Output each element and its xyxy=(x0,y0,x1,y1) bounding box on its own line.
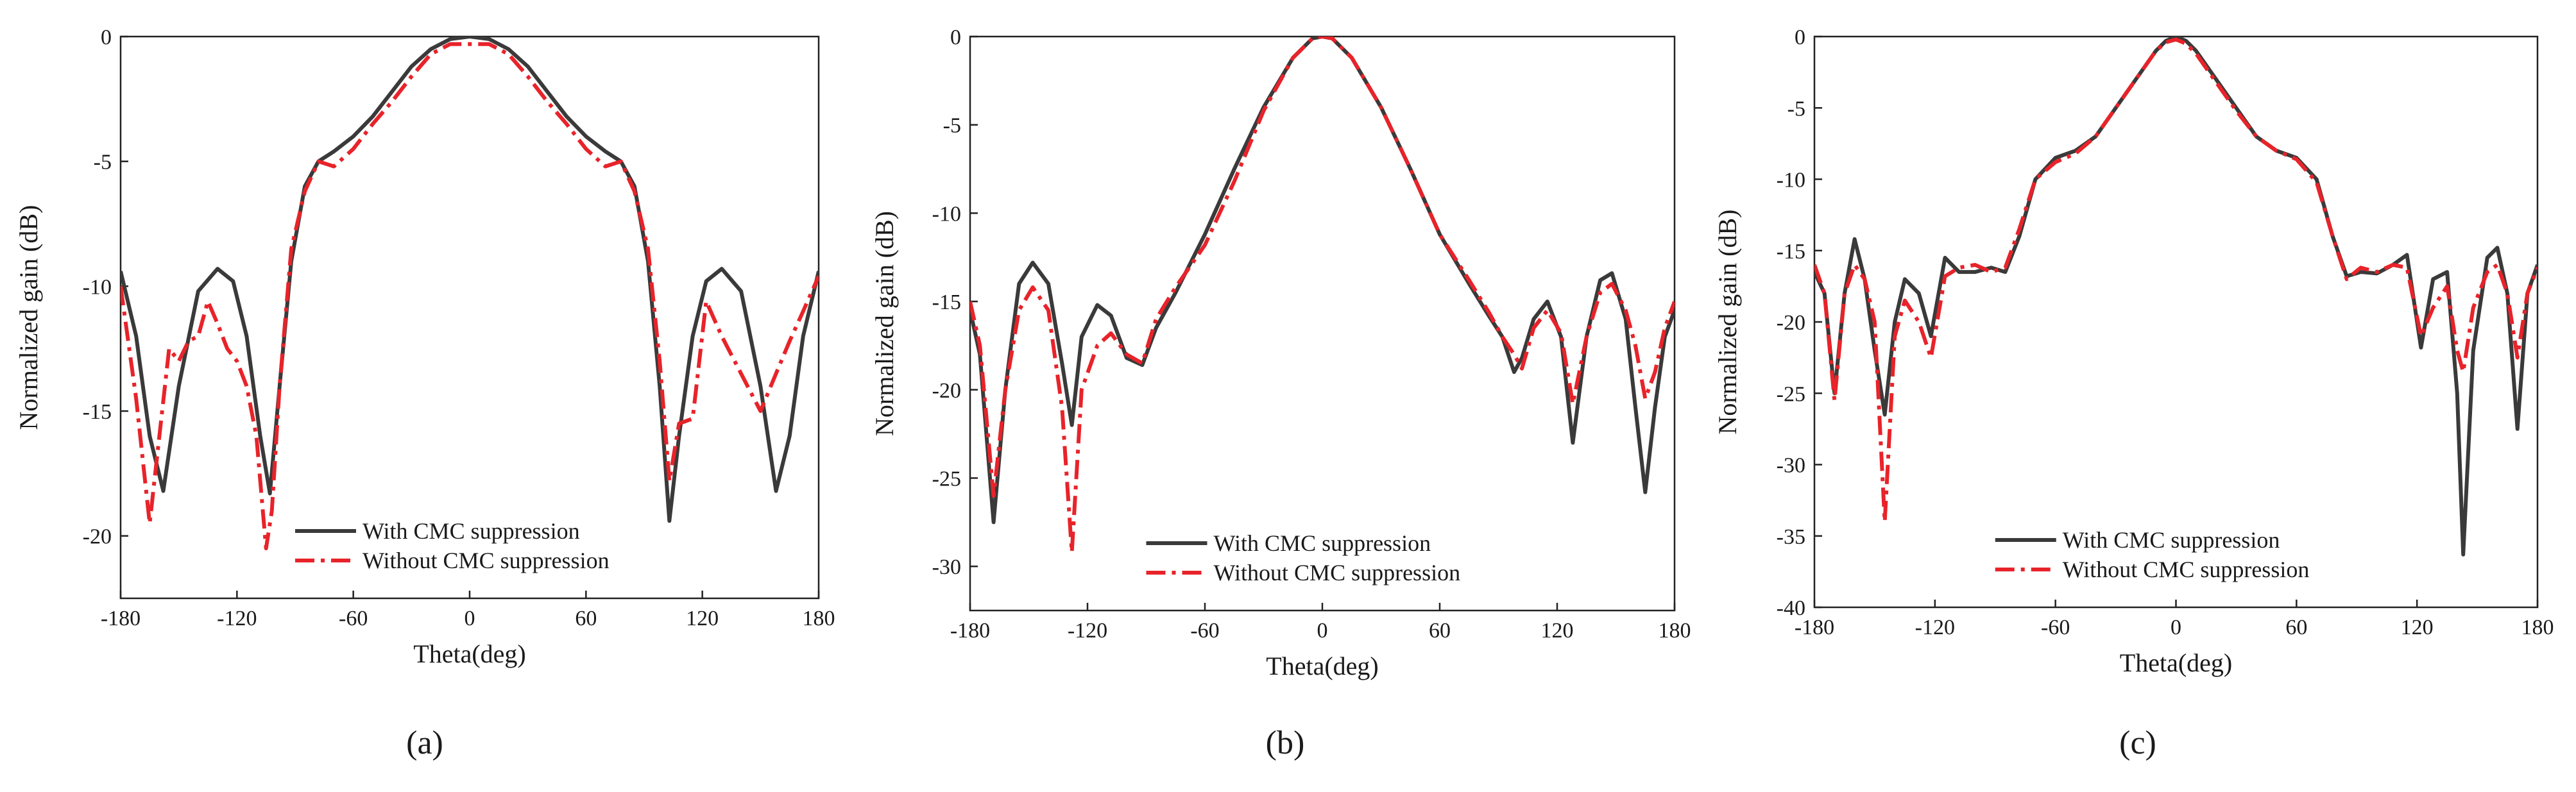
y-tick-label: -15 xyxy=(1777,240,1805,264)
series-line-with-cmc xyxy=(121,37,819,521)
x-tick-label: 180 xyxy=(1659,619,1691,643)
x-tick-label: -180 xyxy=(101,607,141,630)
y-tick-label: 0 xyxy=(101,26,112,49)
x-tick-label: 60 xyxy=(1429,619,1451,643)
x-tick-label: 60 xyxy=(2285,616,2307,639)
y-tick-label: -30 xyxy=(932,555,961,579)
x-tick-label: -120 xyxy=(217,607,257,630)
x-axis-title: Theta(deg) xyxy=(413,639,525,668)
y-axis-title: Normalized gain (dB) xyxy=(1713,210,1742,435)
y-tick-label: -10 xyxy=(83,275,112,299)
y-axis-title: Normalized gain (dB) xyxy=(14,205,43,430)
chart-panel-2: -180 -120 -60 0 60 120 180 0 -5 -10 -15 -20 -25 -30 Th… xyxy=(870,26,1691,761)
series-line-without-cmc xyxy=(121,44,819,548)
x-tick-label: -120 xyxy=(1915,616,1955,639)
y-tick-label: 0 xyxy=(950,26,961,49)
legend-label: With CMC suppression xyxy=(2063,527,2280,553)
series-line-without-cmc xyxy=(970,37,1675,552)
plot-frame xyxy=(970,37,1675,611)
panel-label: (a) xyxy=(406,725,443,761)
x-tick-label: 0 xyxy=(1317,619,1328,643)
panel-label: (b) xyxy=(1266,725,1305,761)
x-tick-label: 60 xyxy=(575,607,597,630)
y-tick-label: -30 xyxy=(1777,454,1805,478)
y-tick-label: -5 xyxy=(1787,97,1805,121)
x-tick-label: -120 xyxy=(1068,619,1107,643)
legend-label: Without CMC suppression xyxy=(2063,557,2310,582)
x-axis-title: Theta(deg) xyxy=(1266,652,1378,680)
y-tick-label: -15 xyxy=(83,400,112,424)
y-tick-label: 0 xyxy=(1795,26,1805,49)
chart-panel-1: -180 -120 -60 0 60 120 180 0 -5 -10 -15 -20 Theta(de… xyxy=(14,26,835,761)
y-tick-label: -20 xyxy=(1777,311,1805,335)
chart-panel-3: -180 -120 -60 0 60 120 1800-5-10-15-20-25-30-3… xyxy=(1713,26,2554,761)
series-line-with-cmc xyxy=(1814,37,2538,555)
x-tick-label: 120 xyxy=(1541,619,1574,643)
series-line-without-cmc xyxy=(1814,40,2538,522)
x-tick-label: -60 xyxy=(1190,619,1219,643)
x-tick-label: -180 xyxy=(950,619,990,643)
y-tick-label: -10 xyxy=(932,202,961,226)
x-tick-label: 180 xyxy=(2521,616,2554,639)
legend-label: Without CMC suppression xyxy=(1214,560,1461,586)
x-tick-label: -60 xyxy=(2041,616,2070,639)
y-tick-label: -20 xyxy=(83,525,112,549)
x-tick-label: -60 xyxy=(339,607,368,630)
y-tick-label: -25 xyxy=(1777,382,1805,406)
x-tick-label: 0 xyxy=(2171,616,2181,639)
legend-label: Without CMC suppression xyxy=(363,548,610,573)
x-axis-title: Theta(deg) xyxy=(2120,648,2232,677)
series-line-with-cmc xyxy=(970,37,1675,522)
y-tick-label: -5 xyxy=(94,151,112,174)
x-tick-label: 120 xyxy=(686,607,719,630)
y-axis-title: Normalized gain (dB) xyxy=(870,211,899,436)
y-tick-label: -40 xyxy=(1777,596,1805,620)
x-tick-label: 120 xyxy=(2401,616,2434,639)
y-tick-label: -10 xyxy=(1777,169,1805,192)
figure-canvas: -180 -120 -60 0 60 120 180 0 -5 -10 -15 -20 Theta(de… xyxy=(0,0,2576,792)
x-tick-label: 180 xyxy=(803,607,835,630)
y-tick-label: -5 xyxy=(943,114,961,138)
y-tick-label: -25 xyxy=(932,467,961,491)
y-tick-label: -15 xyxy=(932,291,961,314)
y-tick-label: -20 xyxy=(932,379,961,403)
legend-label: With CMC suppression xyxy=(1214,530,1431,556)
x-tick-label: 0 xyxy=(465,607,475,630)
panel-label: (c) xyxy=(2119,725,2156,761)
legend-label: With CMC suppression xyxy=(363,518,580,544)
y-tick-label: -35 xyxy=(1777,525,1805,549)
